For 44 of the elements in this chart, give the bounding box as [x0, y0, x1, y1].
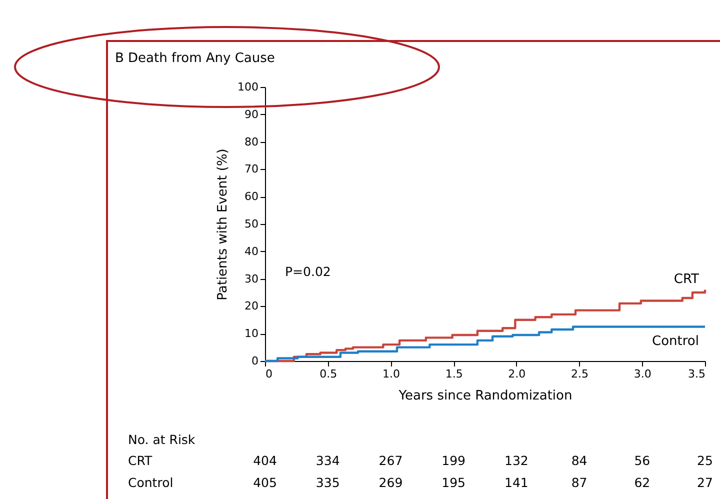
text: 27: [697, 475, 713, 490]
y-tick-label: 50: [244, 218, 258, 230]
chart-title: B Death from Any Cause: [115, 51, 275, 66]
x-tick-label: 0.5: [320, 368, 338, 380]
text: 141: [504, 475, 528, 490]
text: CRT: [128, 453, 153, 468]
y-tick-label: 90: [244, 108, 258, 121]
y-tick-label: 30: [244, 272, 258, 286]
x-tick-label: 2.0: [508, 368, 526, 380]
y-tick-label: 20: [244, 300, 258, 313]
y-tick-label: 80: [244, 135, 258, 148]
y-tick-label: 40: [244, 244, 258, 258]
x-tick-label: 0: [266, 368, 272, 380]
text: 25: [697, 453, 713, 468]
text: 199: [442, 453, 466, 468]
text: 62: [634, 475, 650, 490]
text: 334: [316, 453, 340, 468]
text: 335: [316, 475, 340, 490]
y-axis-title: Patients with Event (%): [216, 148, 231, 300]
text: 84: [571, 453, 588, 468]
y-tick-label: 10: [244, 327, 258, 340]
x-tick-label: 3.0: [634, 368, 652, 380]
text: 132: [504, 453, 528, 468]
y-tick-label: 100: [238, 80, 258, 94]
series-label: Control: [652, 334, 699, 349]
text: 267: [378, 453, 403, 468]
y-tick-label: 60: [244, 190, 258, 204]
text: 404: [253, 453, 277, 468]
x-axis-title: Years since Randomization: [398, 388, 572, 404]
x-tick-label: 1.0: [382, 368, 400, 380]
text: 195: [442, 475, 466, 490]
annotation: P=0.02: [285, 264, 331, 279]
text: 405: [253, 475, 277, 490]
x-tick-label: 2.5: [571, 368, 589, 380]
text: 87: [571, 475, 588, 490]
text: No. at Risk: [128, 432, 196, 447]
x-tick-label: 3.5: [688, 368, 706, 380]
text: Control: [128, 475, 174, 490]
y-tick-label: 70: [244, 162, 258, 176]
x-tick-label: 1.5: [445, 368, 463, 380]
text: 56: [634, 453, 650, 468]
text: 269: [378, 475, 403, 490]
y-tick-label: 0: [252, 354, 258, 368]
series-label: CRT: [674, 272, 700, 287]
